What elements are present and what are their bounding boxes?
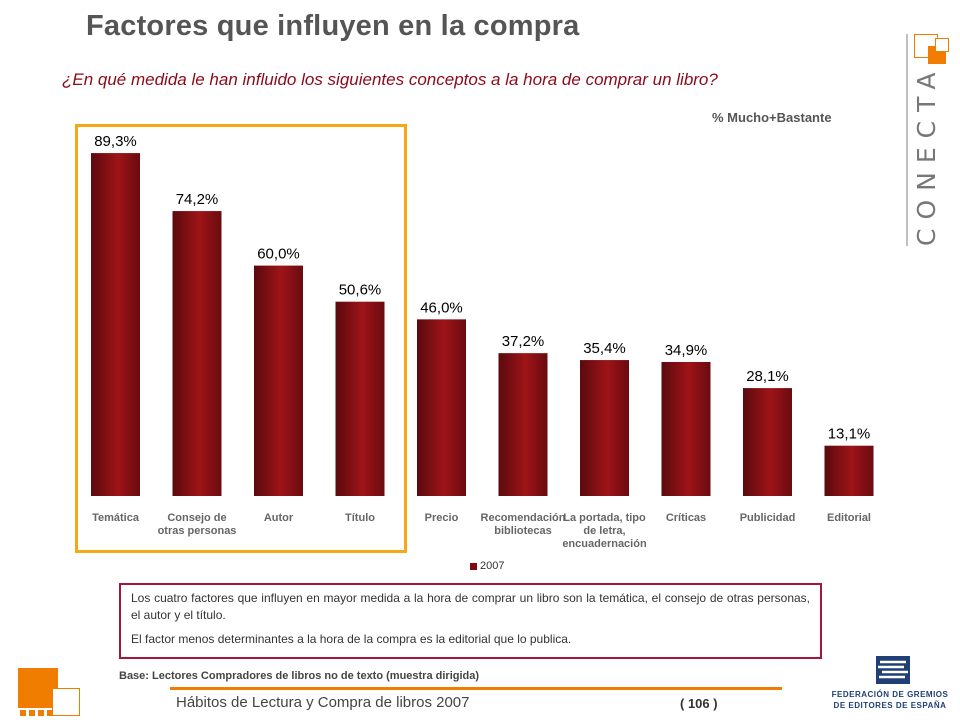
category-label-0: Temática xyxy=(92,512,140,524)
footer-divider xyxy=(170,687,782,690)
value-label-8: 28,1% xyxy=(746,368,789,385)
bar-3 xyxy=(335,301,385,496)
category-label-7: Críticas xyxy=(666,512,706,524)
sample-base-note: Base: Lectores Compradores de libros no … xyxy=(119,670,480,682)
fge-logo-icon xyxy=(876,656,910,684)
conclusion-text-1: Los cuatro factores que influyen en mayo… xyxy=(131,591,810,623)
value-label-0: 89,3% xyxy=(94,133,137,150)
fge-name-line-1: FEDERACIÓN DE GREMIOS xyxy=(831,690,949,699)
category-label-2: Autor xyxy=(264,512,294,524)
fge-name: FEDERACIÓN DE GREMIOS DE EDITORES DE ESP… xyxy=(820,690,960,712)
value-label-7: 34,9% xyxy=(665,342,708,359)
conclusion-box: Los cuatro factores que influyen en mayo… xyxy=(119,583,822,659)
bar-6 xyxy=(580,360,629,496)
category-label-6: La portada, tipo de letra, encuadernación xyxy=(562,512,647,550)
unit-label: % Mucho+Bastante xyxy=(712,110,832,125)
bar-0 xyxy=(91,153,140,496)
footer-title: Hábitos de Lectura y Compra de libros 20… xyxy=(176,694,470,711)
value-label-1: 74,2% xyxy=(176,191,219,208)
category-label-5: Recomendación bibliotecas xyxy=(481,512,566,537)
bar-9 xyxy=(824,445,874,496)
legend-swatch xyxy=(470,562,477,570)
chart-legend: 2007 xyxy=(470,560,504,572)
category-label-9: Editorial xyxy=(827,512,871,524)
corner-square-outline xyxy=(52,688,80,716)
bar-1 xyxy=(172,211,222,496)
value-label-9: 13,1% xyxy=(828,426,871,443)
bar-2 xyxy=(254,265,303,496)
value-label-6: 35,4% xyxy=(583,340,626,357)
value-label-4: 46,0% xyxy=(420,299,463,316)
brand-divider xyxy=(906,34,908,246)
fge-name-line-2: DE EDITORES DE ESPAÑA xyxy=(833,700,947,710)
bar-chart: 89,3% 74,2% 60,0% 50,6% 46,0% 37,2% 35,4% 34,9%… xyxy=(91,133,874,550)
bar-7 xyxy=(661,361,711,496)
legend-label: 2007 xyxy=(480,560,505,572)
conclusion-text-2: El factor menos determinantes a la hora … xyxy=(131,631,572,646)
bar-4 xyxy=(417,319,466,496)
page-number: ( 106 ) xyxy=(680,696,718,711)
category-label-1: Consejo de otras personas xyxy=(158,512,237,537)
category-label-4: Precio xyxy=(425,512,459,524)
top-factors-highlight-box xyxy=(75,124,407,553)
bar-8 xyxy=(743,388,792,496)
value-label-2: 60,0% xyxy=(257,246,300,263)
value-label-5: 37,2% xyxy=(502,333,545,350)
bar-5 xyxy=(498,353,548,496)
slide-title: Factores que influyen en la compra xyxy=(86,10,580,42)
brand-square-small xyxy=(935,38,949,52)
value-label-3: 50,6% xyxy=(339,282,382,299)
category-label-3: Título xyxy=(345,512,375,524)
corner-square-filled xyxy=(18,668,58,708)
corner-dots xyxy=(20,710,56,716)
category-label-8: Publicidad xyxy=(740,512,796,524)
survey-question: ¿En qué medida le han influido los sigui… xyxy=(62,70,718,89)
